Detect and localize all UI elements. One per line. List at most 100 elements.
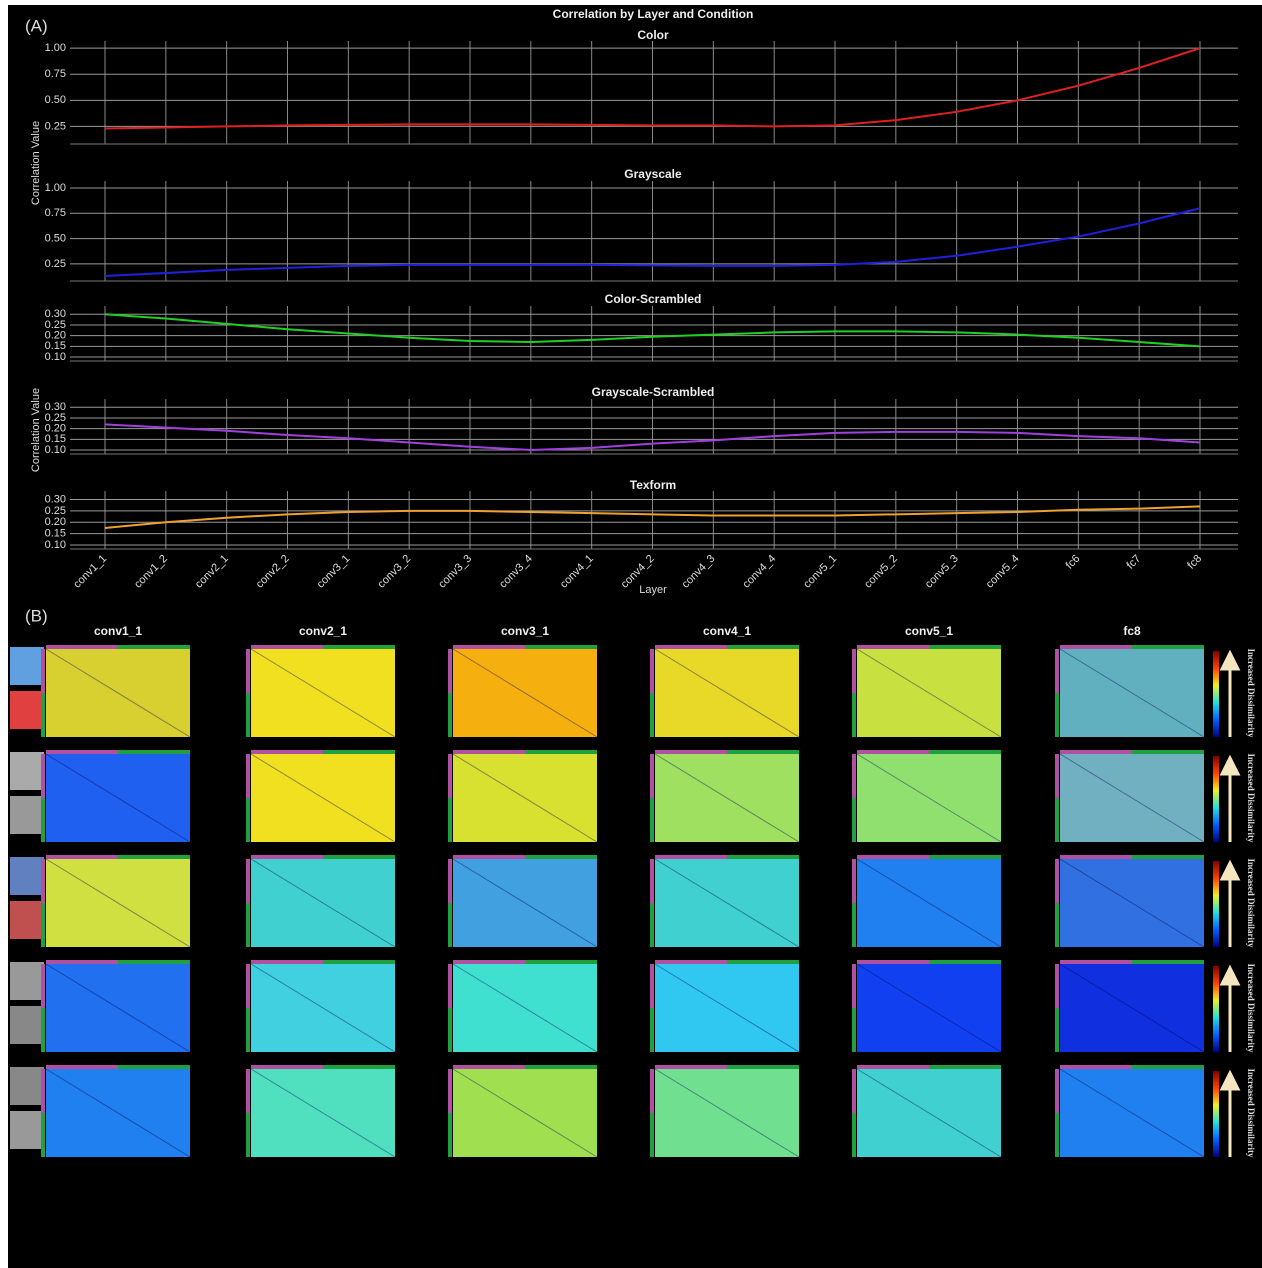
heatmap-diagonal (45, 963, 191, 1053)
group-bar (857, 645, 929, 649)
group-bar (655, 645, 727, 649)
group-bar (655, 750, 727, 754)
x-tick-label: conv5_3 (923, 553, 961, 591)
heatmap (1060, 964, 1204, 1052)
arrow (1219, 964, 1241, 1052)
heatmap (251, 1069, 395, 1157)
y-tick-label: 0.30 (45, 308, 66, 320)
heatmap-diagonal (654, 1068, 800, 1158)
column-title: conv2_1 (299, 624, 347, 638)
group-bar (46, 855, 118, 859)
thumbnail (10, 1067, 44, 1105)
thumbnail (10, 647, 44, 685)
heatmap-diagonal (856, 648, 1002, 738)
chart-title: Grayscale (624, 167, 682, 181)
figure: Correlation by Layer and Condition (A) (… (10, 7, 1256, 1158)
group-bar (41, 1008, 45, 1052)
group-bar (1055, 964, 1059, 1008)
group-bar (1055, 649, 1059, 693)
thumbnail (10, 1006, 44, 1044)
group-bar (251, 1065, 323, 1069)
chart-title: Color (637, 28, 669, 42)
y-tick-label: 0.25 (45, 505, 66, 517)
line (104, 47, 1201, 130)
y-tick-label: 0.75 (45, 207, 66, 219)
heatmap-diagonal (452, 753, 598, 843)
group-bar (650, 903, 654, 947)
column-title: fc8 (1123, 624, 1141, 638)
group-bar (857, 960, 929, 964)
group-bar (1060, 645, 1132, 649)
group-bar (41, 1113, 45, 1157)
group-bar (525, 855, 597, 859)
group-bar (650, 1069, 654, 1113)
group-bar (852, 1069, 856, 1113)
y-tick-label: 0.10 (45, 444, 66, 456)
heatmap (655, 649, 799, 737)
thumbnail (10, 962, 44, 1000)
x-tick-label: fc7 (1124, 553, 1143, 572)
y-tick-label: 0.20 (45, 330, 66, 342)
y-tick-label: 0.15 (45, 528, 66, 540)
thumbnail (10, 752, 44, 790)
group-bar (929, 960, 1001, 964)
group-bar (246, 1008, 250, 1052)
heatmap (46, 964, 190, 1052)
chart-title: Color-Scrambled (605, 292, 702, 306)
heatmap (857, 964, 1001, 1052)
x-tick-label: conv2_2 (254, 553, 292, 591)
heatmap-diagonal (856, 858, 1002, 948)
group-bar (852, 964, 856, 1008)
x-tick-label: conv1_1 (71, 553, 109, 591)
group-bar (727, 855, 799, 859)
heatmap (251, 859, 395, 947)
group-bar (251, 750, 323, 754)
group-bar (852, 754, 856, 798)
x-tick-label: conv3_4 (497, 553, 535, 591)
group-bar (118, 960, 190, 964)
group-bar (525, 1065, 597, 1069)
heatmap-diagonal (250, 1068, 396, 1158)
thumbnail (10, 857, 44, 895)
arrow (1219, 754, 1241, 842)
x-tick-label: conv3_3 (436, 553, 474, 591)
x-tick-label: conv5_2 (862, 553, 900, 591)
group-bar (650, 798, 654, 842)
heatmap-diagonal (45, 1068, 191, 1158)
group-bar (1055, 1069, 1059, 1113)
x-tick-label: conv5_1 (801, 553, 839, 591)
group-bar (246, 859, 250, 903)
heatmap (857, 859, 1001, 947)
group-bar (41, 964, 45, 1008)
heatmap (453, 1069, 597, 1157)
figure-title: Correlation by Layer and Condition (553, 7, 754, 21)
colorbar (1213, 966, 1219, 1052)
heatmap-diagonal (1059, 753, 1205, 843)
y-tick-label: 0.75 (45, 68, 66, 80)
group-bar (118, 1065, 190, 1069)
thumbnail (10, 901, 44, 939)
group-bar (448, 798, 452, 842)
heatmap-diagonal (1059, 963, 1205, 1053)
group-bar (1132, 960, 1204, 964)
heatmap-diagonal (856, 753, 1002, 843)
group-bar (41, 859, 45, 903)
colorbar-label: Increased Dissimilarity (1246, 858, 1256, 948)
x-tick-label: conv4_1 (558, 553, 596, 591)
group-bar (453, 1065, 525, 1069)
y-tick-label: 0.50 (45, 94, 66, 106)
group-bar (650, 649, 654, 693)
group-bar (1132, 1065, 1204, 1069)
group-bar (852, 859, 856, 903)
y-tick-label: 1.00 (45, 42, 66, 54)
heatmap-diagonal (856, 963, 1002, 1053)
group-bar (852, 693, 856, 737)
group-bar (655, 855, 727, 859)
group-bar (1055, 1113, 1059, 1157)
group-bar (41, 903, 45, 947)
chart-title: Texform (630, 478, 676, 492)
heatmap-diagonal (452, 1068, 598, 1158)
group-bar (41, 649, 45, 693)
group-bar (46, 645, 118, 649)
group-bar (929, 1065, 1001, 1069)
